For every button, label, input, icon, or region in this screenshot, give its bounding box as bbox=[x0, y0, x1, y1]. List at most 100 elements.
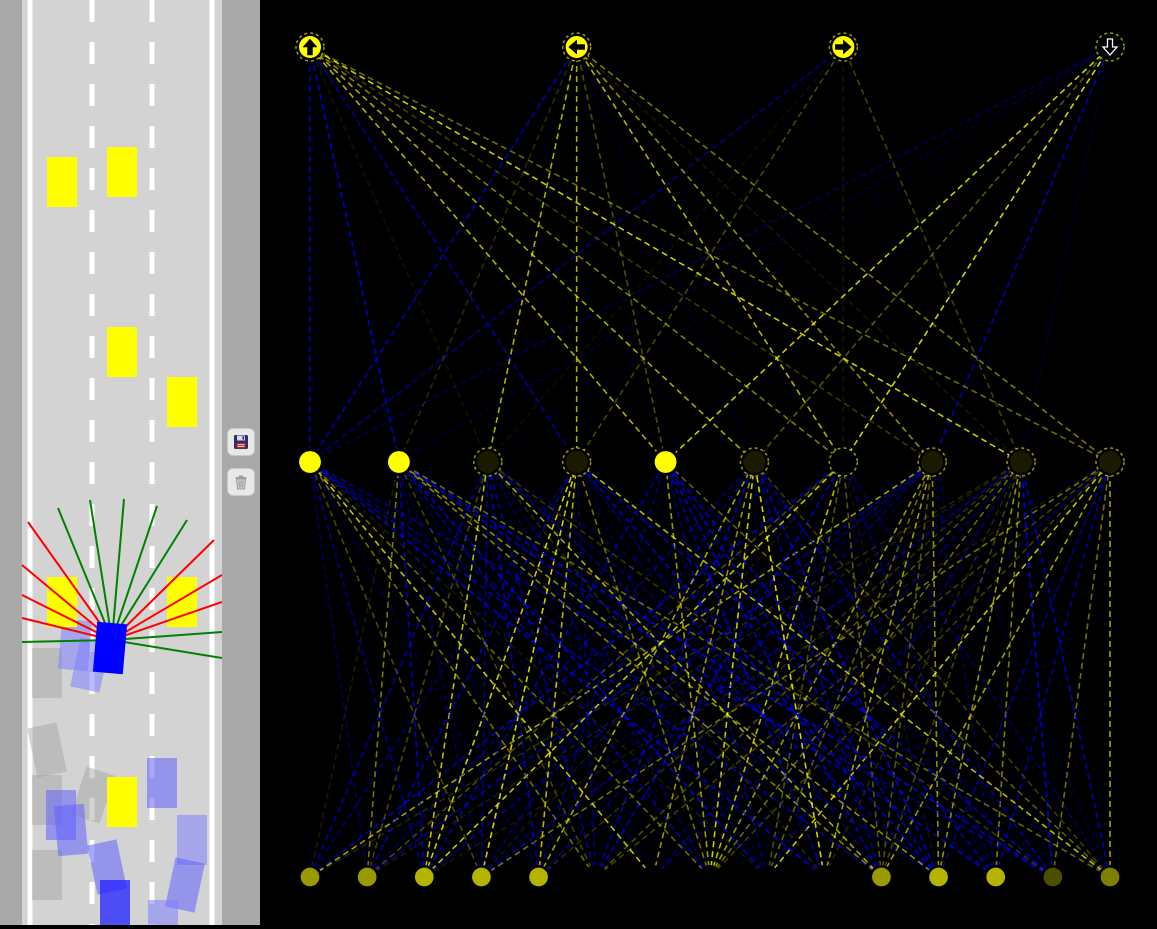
weight-connection bbox=[653, 462, 1021, 877]
sensor-ray bbox=[112, 640, 222, 658]
weight-connection bbox=[367, 462, 399, 877]
sensor-ray bbox=[112, 632, 222, 640]
weight-connection bbox=[310, 462, 754, 877]
weight-connection bbox=[310, 462, 1021, 877]
input-neuron bbox=[415, 868, 434, 887]
weight-connection bbox=[666, 462, 1110, 877]
input-neuron bbox=[301, 868, 320, 887]
weight-connection bbox=[1021, 47, 1110, 462]
hidden-neuron bbox=[1099, 451, 1121, 473]
input-neuron bbox=[701, 868, 720, 887]
trash-can-icon bbox=[233, 474, 249, 490]
weight-connection bbox=[399, 462, 482, 877]
weight-connection bbox=[310, 47, 666, 462]
weight-connection bbox=[653, 462, 666, 877]
left-shoulder bbox=[0, 0, 22, 925]
input-neuron bbox=[472, 868, 491, 887]
input-neuron bbox=[529, 868, 548, 887]
traffic-car bbox=[47, 157, 77, 207]
input-neuron bbox=[872, 868, 891, 887]
hidden-neuron bbox=[832, 451, 854, 473]
hidden-neuron bbox=[744, 451, 766, 473]
weight-connection bbox=[310, 462, 367, 877]
weight-connection bbox=[996, 462, 1110, 877]
weight-connection bbox=[310, 47, 399, 462]
ghost-car bbox=[177, 815, 207, 865]
control-strip bbox=[222, 0, 260, 925]
weight-connection bbox=[424, 462, 754, 877]
floppy-disk-icon bbox=[233, 434, 249, 450]
weight-connection bbox=[488, 462, 710, 877]
ghost-car bbox=[54, 804, 88, 856]
weight-connection bbox=[666, 462, 996, 877]
traffic-car bbox=[107, 147, 137, 197]
weight-connection bbox=[399, 462, 1110, 877]
weight-connection bbox=[843, 47, 932, 462]
input-neuron bbox=[815, 868, 834, 887]
traffic-car bbox=[167, 377, 197, 427]
traffic-car bbox=[107, 777, 137, 827]
weight-connection bbox=[424, 462, 1110, 877]
weight-connection bbox=[399, 462, 767, 877]
hidden-neuron bbox=[921, 451, 943, 473]
discard-brain-button[interactable] bbox=[227, 468, 255, 496]
hidden-neuron bbox=[655, 451, 677, 473]
traffic-cars bbox=[47, 147, 197, 827]
weight-connection bbox=[310, 47, 1021, 462]
weight-connection bbox=[310, 47, 932, 462]
weight-connection bbox=[488, 462, 882, 877]
ghost-car bbox=[27, 722, 67, 777]
weight-connection bbox=[754, 462, 767, 877]
road-scene bbox=[0, 0, 222, 925]
weight-connection bbox=[932, 462, 995, 877]
input-neuron bbox=[929, 868, 948, 887]
hidden-neuron bbox=[388, 451, 410, 473]
weight-connection bbox=[767, 462, 1110, 877]
weight-connection bbox=[310, 462, 653, 877]
weight-connection bbox=[710, 462, 932, 877]
weight-connection bbox=[481, 462, 754, 877]
neural-network-visualizer bbox=[260, 0, 1157, 925]
weight-connection bbox=[424, 462, 487, 877]
weight-connection bbox=[310, 47, 488, 462]
sensor-ray bbox=[112, 506, 157, 640]
weight-connection bbox=[577, 462, 1053, 877]
weight-connection bbox=[1021, 462, 1053, 877]
sensor-ray bbox=[112, 499, 124, 640]
input-neuron bbox=[643, 868, 662, 887]
ghost-car bbox=[148, 900, 178, 925]
player-car bbox=[93, 622, 127, 674]
ghost-car bbox=[147, 758, 177, 808]
weight-connection bbox=[843, 47, 1021, 462]
weight-connection bbox=[666, 462, 939, 877]
input-neuron bbox=[358, 868, 377, 887]
weight-connection bbox=[310, 462, 424, 877]
traffic-car bbox=[107, 327, 137, 377]
road-canvas bbox=[0, 0, 222, 925]
sensor-ray bbox=[90, 500, 112, 640]
hidden-output-connections bbox=[310, 47, 1110, 462]
input-neuron bbox=[986, 868, 1005, 887]
input-neuron bbox=[1043, 868, 1062, 887]
weight-connection bbox=[577, 47, 1021, 462]
weight-connection bbox=[932, 47, 1110, 462]
hidden-neuron bbox=[1010, 451, 1032, 473]
network-nodes bbox=[296, 33, 1124, 889]
ghost-car bbox=[32, 648, 62, 698]
save-brain-button[interactable] bbox=[227, 428, 255, 456]
weight-connection bbox=[1053, 462, 1110, 877]
weight-connection bbox=[539, 462, 933, 877]
weight-connection bbox=[310, 47, 754, 462]
network-diagram bbox=[260, 0, 1157, 925]
weight-connection bbox=[310, 462, 996, 877]
weight-connection bbox=[577, 47, 933, 462]
input-neuron bbox=[586, 868, 605, 887]
hidden-neuron bbox=[477, 451, 499, 473]
ghost-car bbox=[100, 880, 130, 925]
input-neuron bbox=[758, 868, 777, 887]
weight-connection bbox=[310, 462, 666, 877]
sensor-ray bbox=[112, 540, 214, 640]
hidden-neuron bbox=[566, 451, 588, 473]
input-hidden-connections bbox=[310, 462, 1110, 877]
ghost-car bbox=[32, 850, 62, 900]
